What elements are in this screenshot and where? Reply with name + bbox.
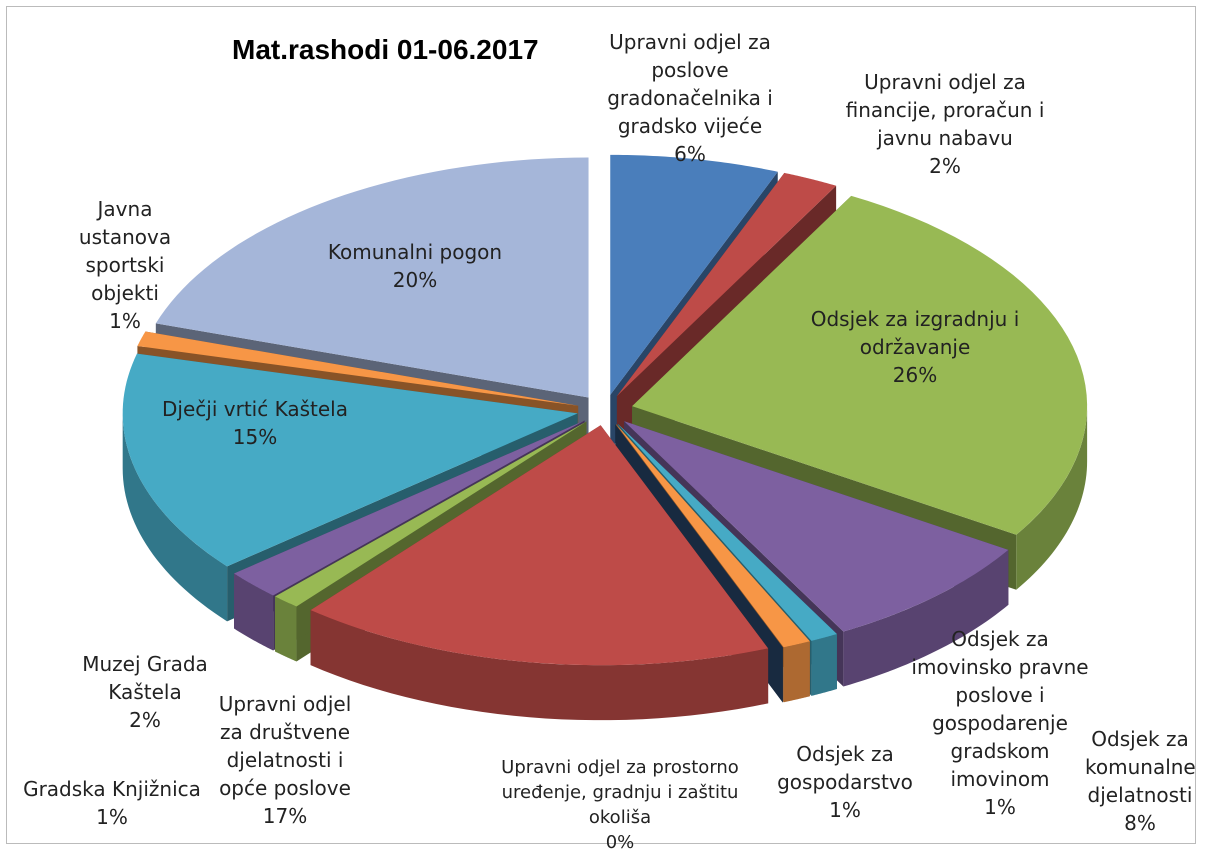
slice-tops [122, 154, 1088, 666]
slice [310, 425, 769, 666]
data-label: Odsjek za gospodarstvo 1% [770, 740, 920, 824]
value-label: 6% [674, 142, 706, 166]
data-label: Dječji vrtić Kaštela 15% [130, 395, 380, 451]
chart-frame [6, 6, 1196, 844]
category-label: Odsjek za komunalne djelatnosti [1085, 727, 1196, 807]
slice-outer-side [843, 549, 1009, 687]
category-label: Javna ustanova sportski objekti [78, 197, 172, 305]
data-label: Odsjek za imovinsko pravne poslove i gos… [910, 625, 1090, 821]
chart-title: Mat.rashodi 01-06.2017 [232, 34, 539, 65]
data-label: Upravni odjel za poslove gradonačelnika … [595, 28, 785, 168]
slice-outer-side [234, 573, 274, 651]
data-label: Upravni odjel za društvene djelatnosti i… [205, 690, 365, 830]
value-label: 1% [109, 309, 141, 333]
data-label: Odsjek za komunalne djelatnosti 8% [1085, 725, 1196, 837]
value-label: 2% [129, 708, 161, 732]
slice-outer-side [310, 610, 769, 721]
slice-outer-side [1016, 406, 1088, 590]
slice [155, 157, 589, 398]
slice [122, 353, 578, 567]
category-label: Upravni odjel za društvene djelatnosti i… [218, 692, 352, 800]
value-label: 26% [892, 363, 938, 387]
value-label: 1% [984, 795, 1016, 819]
value-label: 1% [829, 798, 861, 822]
value-label: 20% [392, 268, 438, 292]
slice [616, 172, 837, 397]
slice [624, 421, 1009, 632]
category-label: Odsjek za imovinsko pravne poslove i gos… [911, 627, 1089, 791]
slice [610, 154, 778, 395]
category-label: Dječji vrtić Kaštela [162, 397, 348, 421]
slice [616, 424, 810, 648]
category-label: Upravni odjel za financije, proračun i j… [845, 70, 1045, 150]
value-label: 0% [605, 832, 635, 853]
category-label: Upravni odjel za prostorno uređenje, gra… [501, 757, 739, 828]
value-label: 2% [929, 154, 961, 178]
category-label: Odsjek za izgradnju i održavanje [810, 307, 1020, 359]
slice [137, 331, 579, 406]
slice [234, 420, 585, 596]
data-label: Upravni odjel za prostorno uređenje, gra… [500, 755, 740, 855]
category-label: Odsjek za gospodarstvo [777, 742, 913, 794]
category-label: Komunalni pogon [327, 240, 503, 264]
data-label: Javna ustanova sportski objekti 1% [70, 195, 180, 335]
data-label: Upravni odjel za financije, proračun i j… [840, 68, 1050, 180]
category-label: Gradska Knjižnica [23, 777, 201, 801]
slice [617, 423, 837, 641]
slice-outer-side [811, 634, 837, 696]
category-label: Upravni odjel za poslove gradonačelnika … [607, 30, 773, 138]
value-label: 1% [96, 805, 128, 829]
slice-outer-side [783, 641, 810, 703]
slice [632, 195, 1088, 535]
category-label: Muzej Grada Kaštela [82, 652, 208, 704]
slice-outer-side [122, 413, 228, 622]
data-label: Muzej Grada Kaštela 2% [65, 650, 225, 734]
value-label: 8% [1124, 811, 1156, 835]
slice [275, 421, 587, 607]
data-label: Komunalni pogon 20% [295, 238, 535, 294]
value-label: 15% [232, 425, 278, 449]
data-label: Odsjek za izgradnju i održavanje 26% [795, 305, 1035, 389]
slice-outer-side [275, 596, 297, 662]
value-label: 17% [262, 804, 308, 828]
data-label: Gradska Knjižnica 1% [7, 775, 217, 831]
